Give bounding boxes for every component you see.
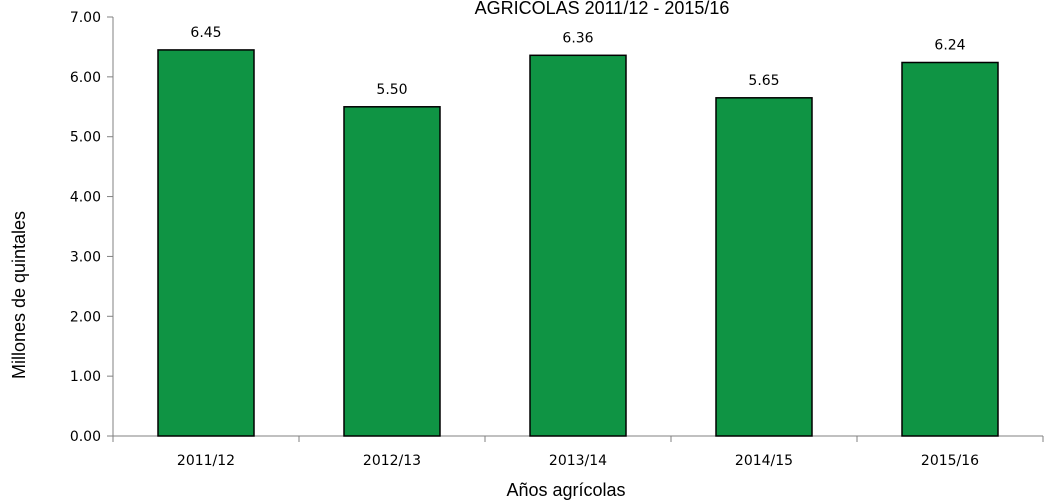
bar-2012-13 — [343, 106, 441, 437]
y-axis-ticks: 0.00 1.00 2.00 3.00 4.00 5.00 6.00 7.00 — [70, 10, 113, 445]
y-tick-label: 4.00 — [70, 190, 101, 206]
x-tick-label: 2014/15 — [735, 453, 793, 469]
chart-title: AGRICOLAS 2011/12 - 2015/16 — [475, 0, 730, 18]
x-tick-label: 2011/12 — [177, 453, 235, 469]
bar-value-label: 6.36 — [562, 30, 593, 46]
y-axis-title: Millones de quintales — [9, 211, 29, 379]
bars: 6.45 5.50 6.36 5.65 6.24 — [157, 25, 999, 437]
bar-value-label: 5.50 — [376, 82, 407, 98]
x-tick-label: 2012/13 — [363, 453, 421, 469]
x-tick-label: 2015/16 — [921, 453, 979, 469]
bar-2011-12 — [157, 49, 255, 437]
y-tick-label: 3.00 — [70, 249, 101, 265]
y-tick-label: 2.00 — [70, 309, 101, 325]
y-tick-label: 0.00 — [70, 429, 101, 445]
bar-2013-14 — [529, 54, 627, 437]
x-axis-title: Años agrícolas — [506, 480, 625, 500]
y-tick-label: 6.00 — [70, 70, 101, 86]
bar-2014-15 — [715, 97, 813, 437]
x-tick-label: 2013/14 — [549, 453, 607, 469]
x-axis-ticks: 2011/12 2012/13 2013/14 2014/15 2015/16 — [112, 436, 1044, 469]
y-tick-label: 5.00 — [70, 130, 101, 146]
bar-value-label: 6.45 — [190, 25, 221, 41]
bar-value-label: 6.24 — [934, 37, 965, 53]
bar-value-label: 5.65 — [748, 73, 779, 89]
bar-2015-16 — [901, 61, 999, 437]
y-tick-label: 7.00 — [70, 10, 101, 26]
y-tick-label: 1.00 — [70, 369, 101, 385]
